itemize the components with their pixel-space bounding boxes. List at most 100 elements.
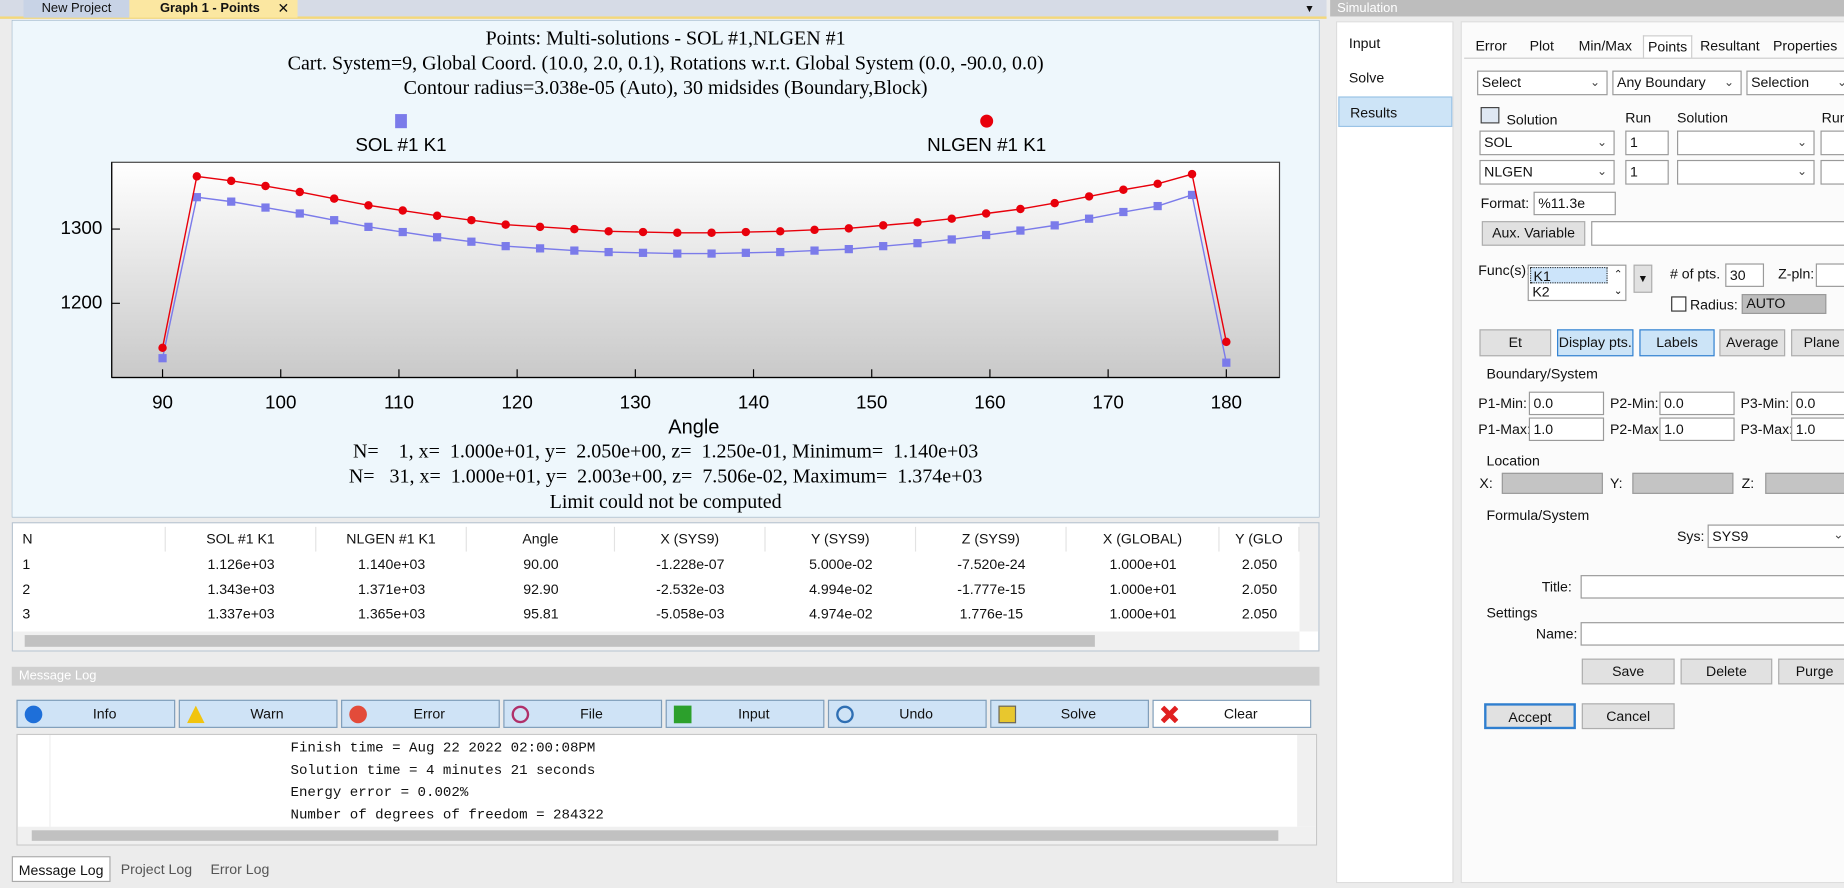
log-button[interactable]: Solve	[990, 699, 1149, 728]
data-point	[227, 197, 236, 206]
sim-tab[interactable]: Plot	[1529, 37, 1554, 55]
data-point	[707, 228, 716, 238]
combo-box[interactable]: ⌄	[1677, 130, 1815, 156]
log-tab[interactable]: Error Log	[210, 860, 270, 878]
button[interactable]: Average	[1719, 329, 1786, 357]
combo-box[interactable]: ⌄	[1677, 159, 1815, 185]
log-button[interactable]: Clear	[1152, 699, 1312, 728]
column-header[interactable]: Z (SYS9)	[916, 526, 1067, 552]
log-tab[interactable]: Project Log	[120, 860, 193, 878]
data-point	[398, 227, 407, 237]
combo-arrow: ⌄	[1796, 136, 1807, 150]
text-field[interactable]: 0.0	[1791, 391, 1844, 416]
data-point	[1016, 204, 1025, 214]
text-field[interactable]	[1591, 221, 1844, 246]
log-button[interactable]: Warn	[178, 699, 338, 728]
button[interactable]: Plane	[1791, 329, 1844, 357]
column-header[interactable]: NLGEN #1 K1	[316, 526, 467, 552]
combo-box[interactable]: SOL ⌄	[1479, 130, 1615, 156]
data-point	[1084, 214, 1094, 223]
combo-box[interactable]: NLGEN ⌄	[1479, 159, 1615, 185]
text-field[interactable]: 0.0	[1528, 391, 1605, 416]
button[interactable]: Aux. Variable	[1481, 221, 1586, 246]
text-field[interactable]	[1820, 130, 1844, 156]
text-field[interactable]: %11.3e	[1533, 191, 1616, 216]
button-icon	[24, 705, 43, 724]
button[interactable]: Cancel	[1581, 703, 1675, 730]
series-line	[161, 173, 1228, 348]
sim-tab[interactable]: Points	[1642, 35, 1693, 58]
button[interactable]: Purge	[1778, 658, 1844, 685]
data-point	[295, 187, 305, 197]
button[interactable]: ▼	[1633, 264, 1653, 293]
text-field[interactable]	[1632, 472, 1734, 494]
data-point	[330, 216, 339, 225]
text-field[interactable]	[1580, 622, 1844, 646]
text-field[interactable]	[1815, 263, 1844, 287]
text-field[interactable]: 1	[1625, 130, 1669, 156]
text-field[interactable]: 1.0	[1528, 417, 1605, 442]
menu-item[interactable]: Results	[1338, 96, 1453, 128]
menu-item[interactable]: Solve	[1348, 69, 1385, 86]
menu-item[interactable]: Input	[1348, 35, 1381, 52]
log-button[interactable]: Undo	[827, 699, 987, 728]
text-field[interactable]: 0.0	[1659, 391, 1735, 416]
text-field[interactable]: 30	[1725, 263, 1765, 287]
y-tick-label: 1300	[60, 217, 102, 238]
log-tab[interactable]: Message Log	[11, 856, 111, 883]
text-field[interactable]	[1820, 159, 1844, 185]
func-list[interactable]: K1 K2 ⌃ ⌄	[1527, 264, 1627, 302]
plot-area	[111, 161, 1281, 379]
sim-tab[interactable]: Min/Max	[1578, 37, 1632, 55]
text-field[interactable]: 1.0	[1659, 417, 1735, 442]
combo-box[interactable]: Any Boundary ⌄	[1612, 70, 1742, 96]
list-item[interactable]: K1	[1530, 266, 1608, 284]
data-point	[879, 242, 888, 251]
combo-box[interactable]: SYS9 ⌄	[1707, 524, 1844, 549]
column-header[interactable]: Y (SYS9)	[766, 526, 917, 552]
button[interactable]: Et	[1479, 329, 1552, 357]
text-field[interactable]	[1580, 575, 1844, 599]
button-icon	[186, 705, 205, 724]
combo-box[interactable]: Select ⌄	[1477, 70, 1608, 96]
column-header[interactable]: N	[13, 526, 166, 552]
log-button[interactable]: Error	[341, 699, 500, 728]
text-field[interactable]: 1.0	[1791, 417, 1844, 442]
data-point	[467, 237, 476, 246]
sim-tab[interactable]: Error	[1475, 37, 1507, 55]
button[interactable]: Labels	[1639, 329, 1715, 357]
column-header[interactable]: SOL #1 K1	[166, 526, 317, 552]
column-header[interactable]: X (SYS9)	[615, 526, 766, 552]
log-line: Finish time = Aug 22 2022 02:00:08PM	[290, 739, 596, 757]
log-button[interactable]: File	[503, 699, 663, 728]
combo-box[interactable]: Selection⌄	[1746, 70, 1844, 96]
data-point	[261, 181, 270, 191]
sim-tab[interactable]: Properties	[1773, 37, 1838, 55]
button[interactable]: Save	[1581, 658, 1675, 685]
tab-bar	[0, 0, 1327, 19]
column-header[interactable]: X (GLOBAL)	[1067, 526, 1220, 552]
column-header[interactable]: Angle	[467, 526, 616, 552]
column-header[interactable]: Y (GLO	[1220, 526, 1300, 552]
combo-arrow: ⌄	[1597, 165, 1607, 179]
log-button[interactable]: Info	[16, 699, 176, 728]
text-field[interactable]	[1765, 472, 1844, 494]
data-point	[604, 227, 613, 236]
button[interactable]: Display pts.	[1557, 329, 1634, 357]
sim-tab[interactable]: Resultant	[1700, 37, 1760, 55]
text-field[interactable]: AUTO	[1741, 294, 1827, 314]
checkbox[interactable]	[1671, 296, 1687, 312]
label: Run	[1625, 109, 1652, 126]
data-point	[741, 227, 751, 237]
log-button[interactable]: Input	[665, 699, 825, 728]
list-item[interactable]: K2	[1532, 283, 1550, 300]
doc-tab[interactable]: New Project	[23, 0, 130, 18]
data-point	[158, 354, 167, 363]
button[interactable]: Accept	[1484, 703, 1576, 730]
button[interactable]: Delete	[1680, 658, 1773, 685]
doc-tab-active[interactable]: Graph 1 - Points	[129, 0, 298, 18]
data-point	[776, 247, 785, 257]
text-field[interactable]: 1	[1625, 159, 1669, 185]
text-field[interactable]	[1501, 472, 1603, 494]
sim-titlebar: Simulation	[1330, 0, 1844, 17]
